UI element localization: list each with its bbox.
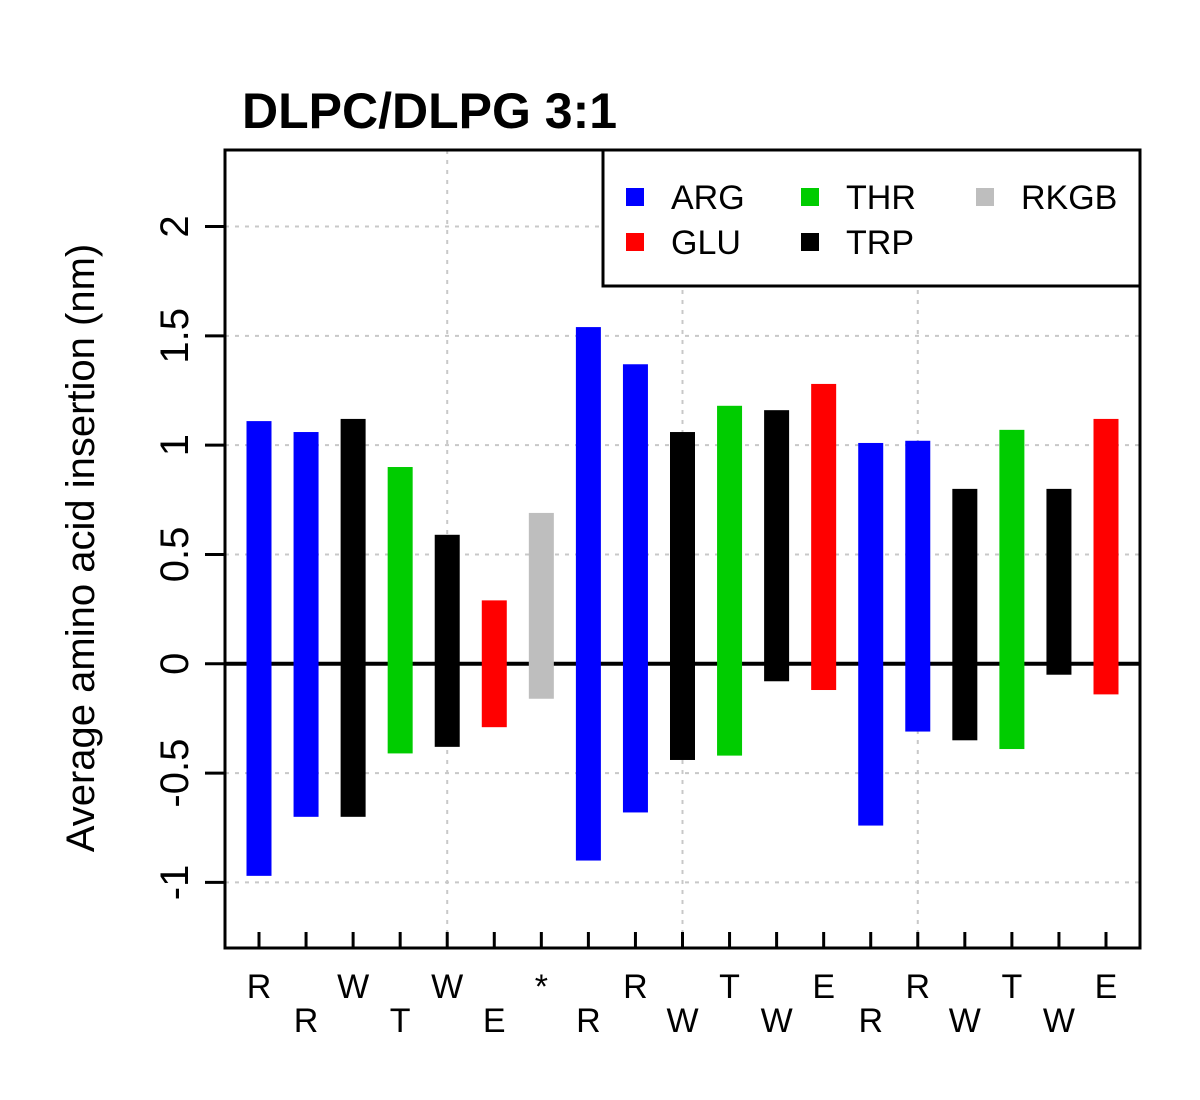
x-tick-label: R [576,1002,601,1040]
legend-swatch [801,233,819,251]
y-tick-label: -0.5 [153,739,197,808]
bar-arg [905,440,931,732]
x-tick-label: E [1095,968,1118,1006]
legend-swatch [626,188,644,206]
legend-label: GLU [671,224,741,262]
x-tick-label: W [666,1002,698,1040]
bar-glu [1093,418,1119,695]
bar-rkgb [528,512,554,699]
x-tick-label: T [390,1002,411,1040]
bar-trp [434,534,460,747]
x-tick-label: R [905,968,930,1006]
x-tick-label: R [247,968,272,1006]
x-tick-label: R [623,968,648,1006]
x-tick-label: R [294,1002,319,1040]
x-tick-label: R [858,1002,883,1040]
x-tick-label: W [761,1002,793,1040]
y-tick-label: 0 [153,653,197,675]
legend-swatch [976,188,994,206]
legend-swatch [801,188,819,206]
bar-glu [481,600,507,728]
legend-label: THR [846,179,916,217]
legend-label: RKGB [1021,179,1117,217]
x-tick-label: W [949,1002,981,1040]
x-tick-label: W [1043,1002,1075,1040]
x-tick-label: * [535,968,548,1006]
y-tick-label: 1.5 [153,308,197,364]
y-tick-label: 2 [153,215,197,237]
bars [246,327,1119,876]
bar-trp [670,432,695,760]
bar-trp [952,488,978,741]
bar-trp [340,418,366,817]
bar-thr [717,405,743,756]
bar-trp [1046,488,1072,675]
legend: ARG GLU THR TRP RKGB [601,148,1142,288]
bar-arg [575,327,601,861]
x-tick-label: W [431,968,463,1006]
legend-box [601,148,1142,288]
y-tick-label: 1 [153,434,197,456]
legend-label: ARG [671,179,745,217]
y-axis-label: Average amino acid insertion (nm) [59,244,103,852]
legend-label: TRP [846,224,914,262]
x-tick-label: T [719,968,740,1006]
x-tick-label: E [812,968,835,1006]
y-tick-label: -1 [153,865,197,901]
bar-arg [293,432,319,817]
bar-thr [387,467,413,754]
x-tick-label: W [337,968,369,1006]
x-tick-label: E [483,1002,506,1040]
bar-thr [999,429,1025,750]
bar-trp [764,410,790,682]
bar-arg [622,364,648,813]
bar-arg [246,421,272,876]
x-tick-label: T [1001,968,1022,1006]
chart-title: DLPC/DLPG 3:1 [242,83,617,139]
y-tick-label: 0.5 [153,527,197,583]
legend-swatch [626,233,644,251]
bar-glu [811,383,837,691]
bar-arg [858,442,884,826]
